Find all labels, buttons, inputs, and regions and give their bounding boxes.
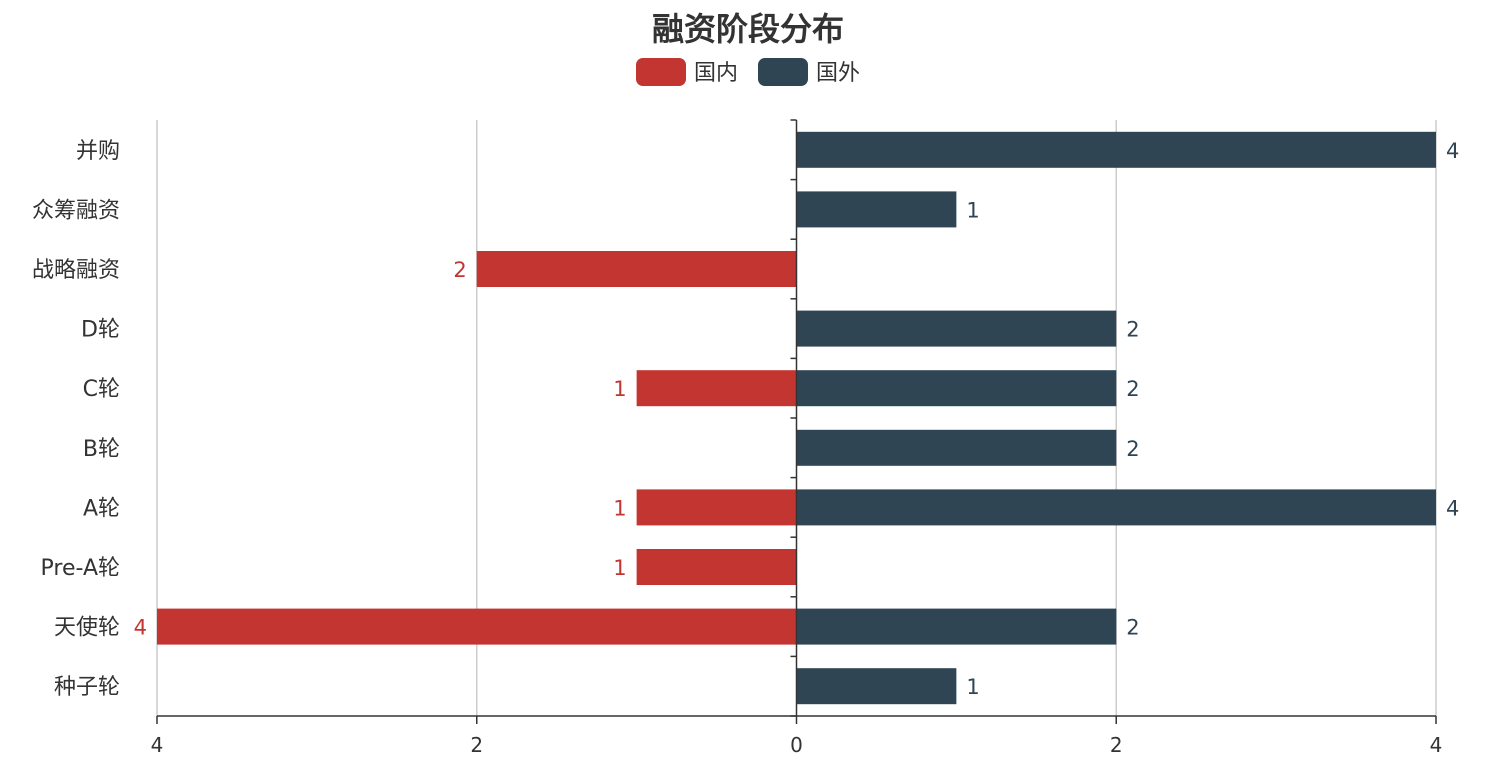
x-tick-labels: 4 2 0 2 4	[151, 733, 1443, 757]
bar-foreign-9[interactable]	[796, 668, 957, 705]
bar-foreign-4[interactable]	[796, 370, 1117, 407]
data-labels: 2 1 1 1 4 4 1 2 2 2 4 2 1	[134, 139, 1460, 699]
data-label-foreign-4: 2	[1126, 377, 1139, 401]
category-label-9: 种子轮	[54, 675, 120, 700]
data-label-domestic-8: 4	[134, 616, 147, 640]
bars-group	[157, 131, 1437, 705]
bar-foreign-3[interactable]	[796, 310, 1117, 347]
category-label-8: 天使轮	[54, 616, 120, 641]
bar-domestic-4[interactable]	[636, 370, 797, 407]
category-label-0: 并购	[76, 139, 120, 164]
category-label-3: D轮	[81, 318, 120, 343]
x-tick-label-0: 4	[151, 733, 164, 757]
data-label-domestic-4: 1	[613, 377, 626, 401]
bar-domestic-6[interactable]	[636, 489, 797, 526]
bar-foreign-6[interactable]	[796, 489, 1437, 526]
data-label-domestic-6: 1	[613, 496, 626, 520]
legend-swatch	[758, 58, 808, 86]
category-label-6: A轮	[83, 496, 120, 521]
bar-foreign-0[interactable]	[796, 131, 1437, 168]
bar-domestic-7[interactable]	[636, 549, 797, 585]
axes-group	[156, 119, 1437, 724]
data-label-foreign-6: 4	[1446, 496, 1459, 520]
chart-title: 融资阶段分布	[652, 10, 844, 48]
legend-item-1[interactable]: 国外	[758, 58, 860, 86]
data-label-foreign-5: 2	[1126, 437, 1139, 461]
category-label-1: 众筹融资	[32, 198, 120, 223]
bar-foreign-5[interactable]	[796, 429, 1117, 466]
data-label-foreign-3: 2	[1126, 318, 1139, 342]
bar-foreign-1[interactable]	[796, 191, 957, 228]
category-label-4: C轮	[83, 377, 120, 402]
data-label-foreign-9: 1	[966, 675, 979, 699]
bar-domestic-2[interactable]	[476, 251, 797, 287]
category-label-5: B轮	[83, 437, 120, 462]
data-label-foreign-0: 4	[1446, 139, 1459, 163]
data-label-foreign-8: 2	[1126, 616, 1139, 640]
x-tick-label-2: 0	[790, 733, 803, 757]
category-label-7: Pre-A轮	[41, 556, 120, 581]
data-label-foreign-1: 1	[966, 198, 979, 222]
category-label-2: 战略融资	[32, 258, 120, 283]
bar-foreign-8[interactable]	[796, 608, 1117, 645]
legend-label: 国外	[816, 61, 860, 86]
data-label-domestic-7: 1	[613, 556, 626, 580]
legend-swatch	[636, 58, 686, 86]
legend-item-0[interactable]: 国内	[636, 58, 738, 86]
x-tick-label-4: 4	[1430, 733, 1443, 757]
x-tick-label-1: 2	[470, 733, 483, 757]
bar-domestic-8[interactable]	[157, 608, 797, 645]
legend: 国内 国外	[636, 58, 860, 86]
x-tick-label-3: 2	[1110, 733, 1123, 757]
data-label-domestic-2: 2	[453, 258, 466, 282]
legend-label: 国内	[694, 61, 738, 86]
